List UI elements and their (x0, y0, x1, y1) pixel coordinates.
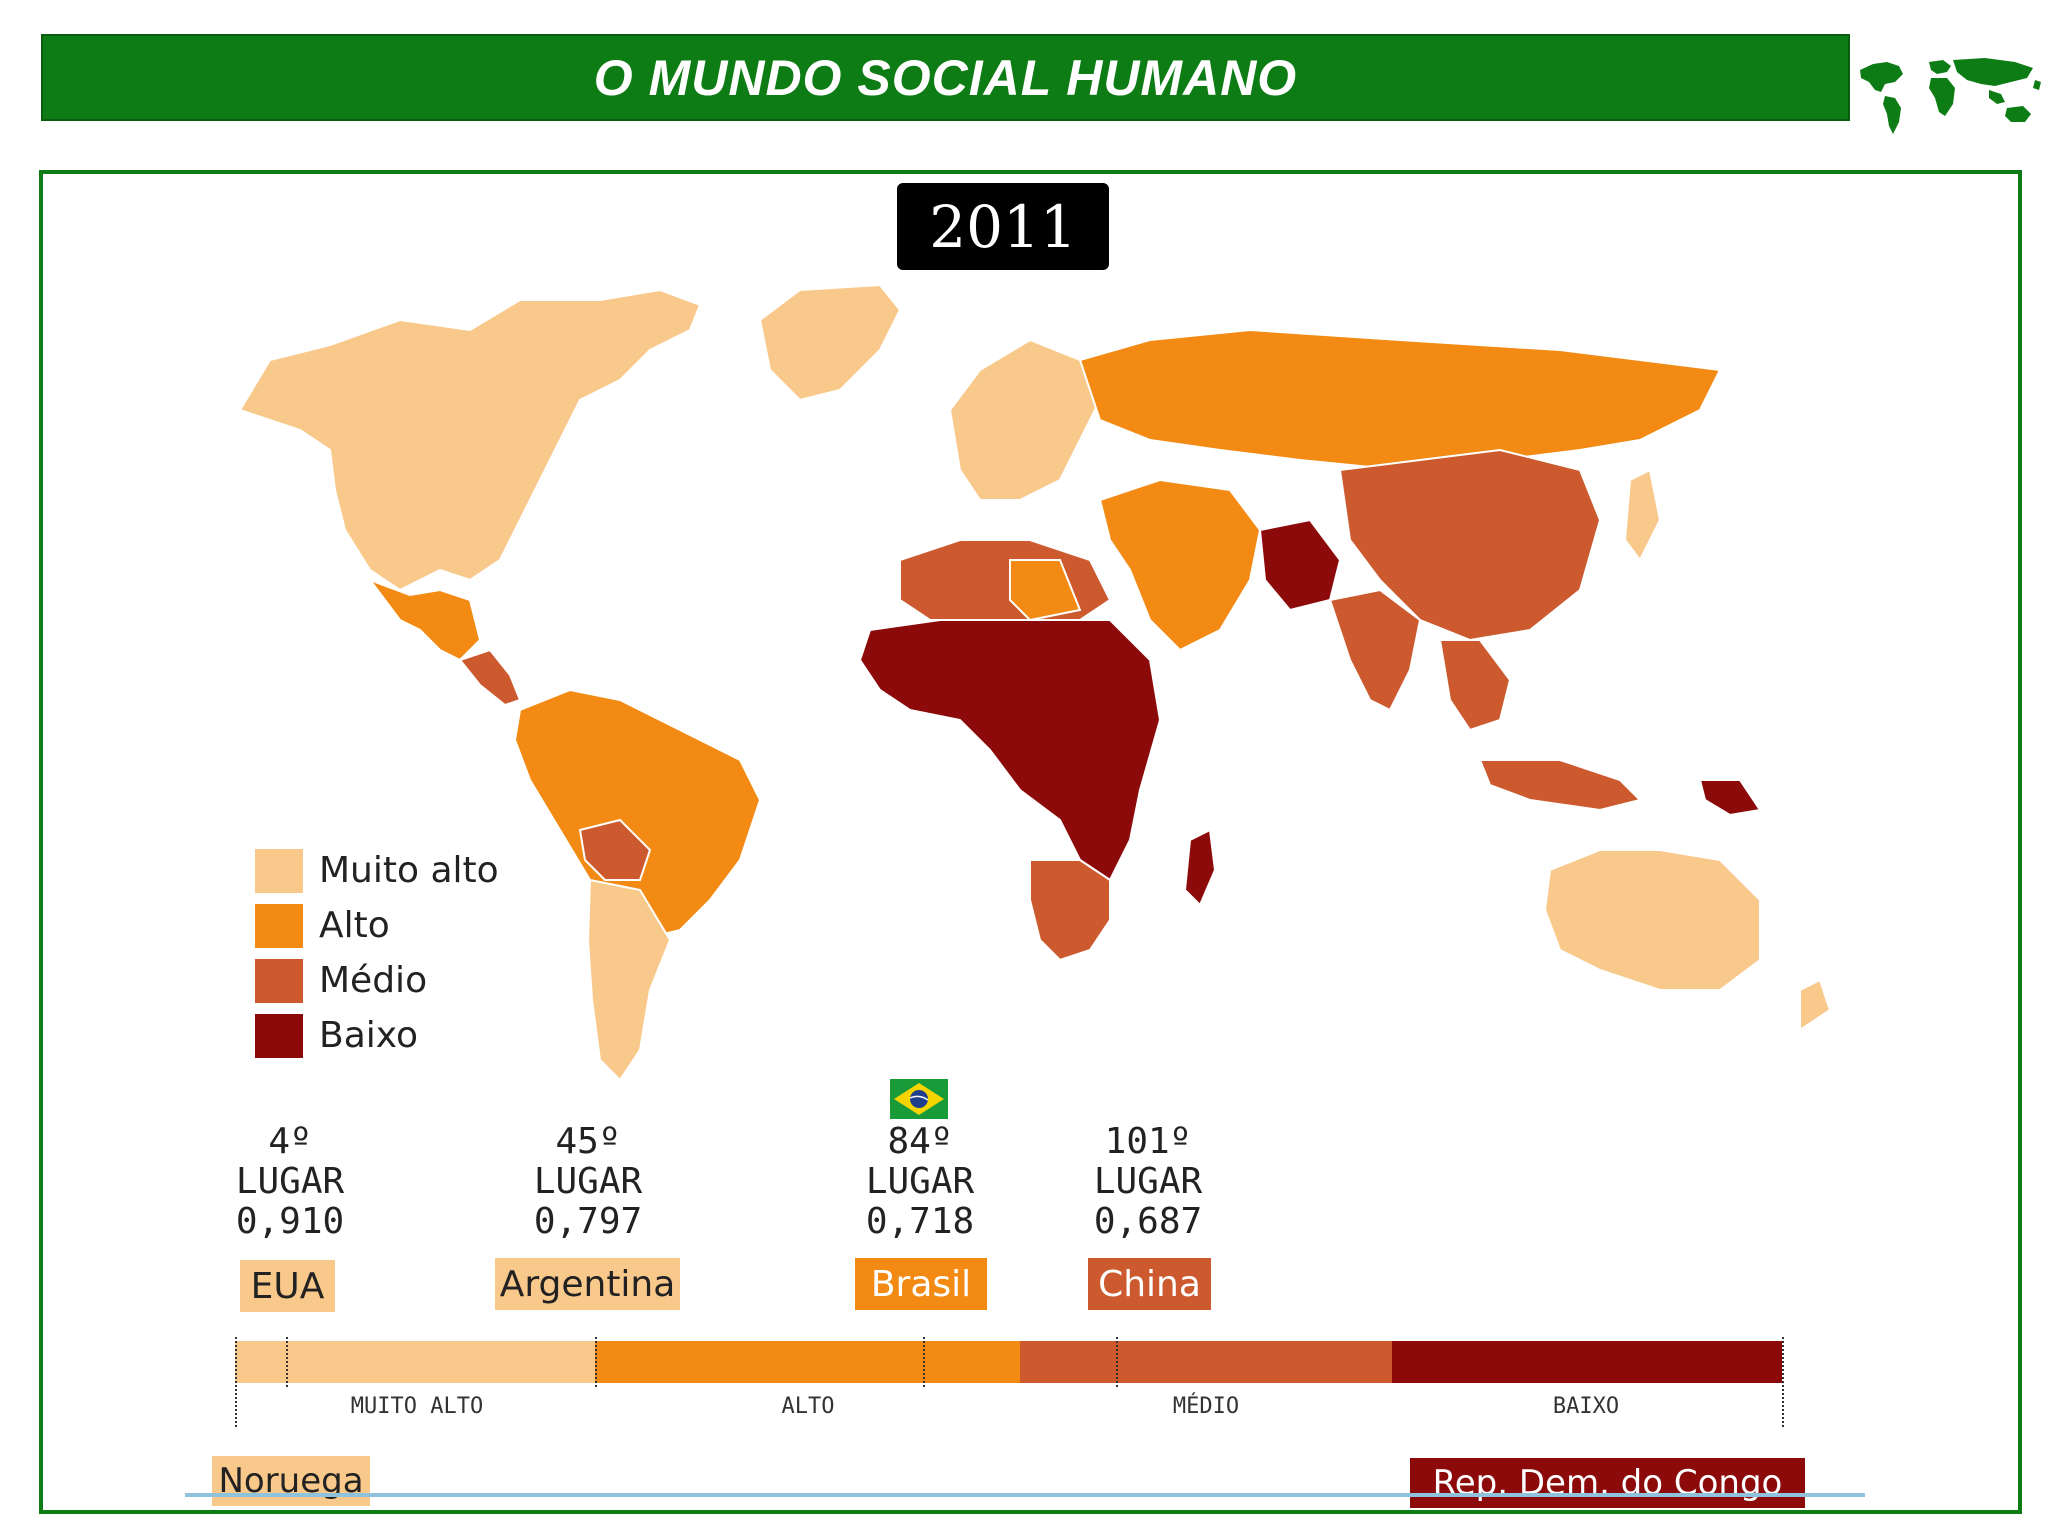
country-tag-china: China (1088, 1258, 1211, 1310)
legend-item: Alto (255, 898, 499, 953)
scale-label-alto: ALTO (781, 1394, 835, 1419)
map-region-japan (1623, 468, 1662, 562)
map-region-pakistan (1258, 518, 1342, 612)
world-map-icon (1860, 58, 2041, 134)
map-region-mexico (367, 577, 482, 662)
legend-item: Baixo (255, 1008, 499, 1063)
country-tag-argentina: Argentina (495, 1258, 680, 1310)
scale-tick (595, 1337, 597, 1387)
map-region-southern-africa (1029, 859, 1111, 962)
map-region-india (1328, 588, 1422, 712)
rank-position: 101º (1104, 1121, 1192, 1162)
map-region-south-america (513, 688, 762, 942)
scale-segment-medio (1020, 1341, 1392, 1383)
rank-value: 0,797 (533, 1201, 643, 1242)
legend-item: Muito alto (255, 843, 499, 898)
legend-item: Médio (255, 953, 499, 1008)
map-region-indonesia (1478, 759, 1642, 812)
scale-tick (1116, 1337, 1118, 1387)
map-region-png (1698, 779, 1762, 817)
rank-value: 0,687 (1093, 1201, 1203, 1242)
rank-word: LUGAR (865, 1161, 975, 1202)
rank-position: 45º (555, 1121, 621, 1162)
rank-block-china: 101º LUGAR 0,687 (1073, 1122, 1223, 1242)
scale-label-medio: MÉDIO (1172, 1394, 1240, 1419)
title-bar: O MUNDO SOCIAL HUMANO (41, 34, 1850, 121)
map-region-middle-east (1098, 478, 1262, 652)
scale-tick (235, 1337, 237, 1427)
scale-tick (923, 1337, 925, 1387)
map-region-russia (1078, 328, 1722, 472)
map-region-southern-cone (586, 878, 672, 1082)
map-legend: Muito alto Alto Médio Baixo (255, 843, 499, 1063)
scale-segment-alto (595, 1341, 1020, 1383)
legend-swatch-baixo (255, 1013, 303, 1058)
legend-label: Médio (319, 960, 428, 1001)
page-title: O MUNDO SOCIAL HUMANO (593, 49, 1298, 106)
rank-position: 84º (887, 1121, 953, 1162)
scale-label-baixo: BAIXO (1552, 1394, 1620, 1419)
scale-tick (286, 1337, 288, 1387)
end-tag-congo: Rep. Dem. do Congo (1410, 1458, 1805, 1508)
map-region-sub-saharan-africa (858, 619, 1162, 882)
country-tag-brasil: Brasil (855, 1258, 987, 1310)
map-region-libya (1009, 559, 1082, 622)
map-region-southeast-asia (1438, 639, 1512, 732)
country-tag-eua: EUA (240, 1260, 335, 1312)
map-region-madagascar (1183, 828, 1217, 907)
map-region-bolivia (578, 818, 652, 881)
content-frame (39, 170, 2022, 1514)
map-region-central-america (458, 648, 522, 707)
scale-label-muito-alto: MUITO ALTO (350, 1394, 484, 1419)
rank-value: 0,718 (865, 1201, 975, 1242)
map-region-new-zealand (1799, 978, 1832, 1032)
scale-segment-baixo (1392, 1341, 1782, 1383)
rank-block-brasil: 84º LUGAR 0,718 (845, 1122, 995, 1242)
rank-word: LUGAR (533, 1161, 643, 1202)
world-hdi-map (238, 283, 1832, 1082)
end-tag-noruega: Noruega (212, 1456, 370, 1506)
map-region-greenland (758, 283, 902, 402)
legend-label: Muito alto (319, 850, 499, 891)
legend-label: Baixo (319, 1015, 418, 1056)
rank-value: 0,910 (235, 1201, 345, 1242)
legend-swatch-alto (255, 903, 303, 948)
rank-word: LUGAR (1093, 1161, 1203, 1202)
map-region-australia (1543, 849, 1761, 991)
scale-tick (1782, 1337, 1784, 1427)
brazil-flag-icon (890, 1079, 948, 1119)
scale-segment-muito-alto (235, 1341, 595, 1383)
rank-position: 4º (268, 1121, 312, 1162)
rank-block-argentina: 45º LUGAR 0,797 (513, 1122, 663, 1242)
year-badge: 2011 (897, 183, 1109, 270)
rank-block-eua: 4º LUGAR 0,910 (215, 1122, 365, 1242)
legend-swatch-muito-alto (255, 848, 303, 893)
legend-swatch-medio (255, 958, 303, 1003)
bottom-rule (185, 1493, 1865, 1497)
legend-label: Alto (319, 905, 390, 946)
map-region-north-america (238, 288, 702, 592)
map-region-china (1338, 448, 1602, 642)
rank-word: LUGAR (235, 1161, 345, 1202)
map-region-europe (948, 338, 1102, 501)
